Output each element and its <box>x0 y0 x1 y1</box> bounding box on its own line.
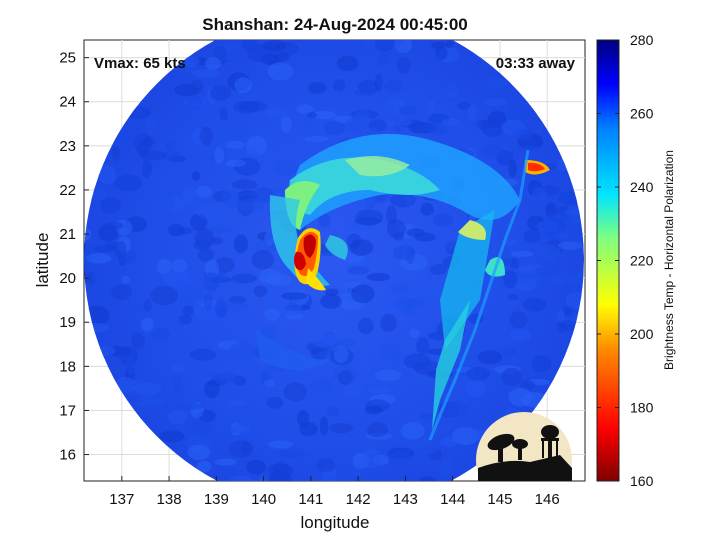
x-axis-label: longitude <box>300 513 369 532</box>
colorbar-tick-label: 180 <box>630 400 654 416</box>
x-tick-label: 141 <box>298 491 323 508</box>
logo-text: CIMSS <box>496 469 556 481</box>
colorbar-tick-label: 260 <box>630 106 654 122</box>
y-axis: 16 17 18 19 20 21 22 23 24 25 <box>59 50 89 464</box>
cimss-logo: CIMSS <box>476 412 572 481</box>
x-tick-label: 138 <box>157 491 182 508</box>
y-axis-label: latitude <box>33 233 52 288</box>
y-tick-label: 17 <box>59 402 76 419</box>
x-tick-label: 137 <box>109 491 134 508</box>
y-tick-label: 25 <box>59 50 76 67</box>
chart-title: Shanshan: 24-Aug-2024 00:45:00 <box>202 15 468 34</box>
colorbar-tick-label: 280 <box>630 32 654 48</box>
time-offset-label: 03:33 away <box>496 55 576 72</box>
y-tick-label: 16 <box>59 447 76 464</box>
colorbar-tick-label: 200 <box>630 326 654 342</box>
colorbar-tick-label: 240 <box>630 179 654 195</box>
vmax-label: Vmax: 65 kts <box>94 55 186 72</box>
colorbar-label: Brightness Temp - Horizontal Polarizatio… <box>662 150 676 370</box>
y-tick-label: 20 <box>59 270 76 287</box>
x-axis: 137 138 139 140 141 142 143 144 145 146 <box>109 476 560 508</box>
y-tick-label: 18 <box>59 358 76 375</box>
colorbar-tick-label: 220 <box>630 253 654 269</box>
colorbar-tick-label: 160 <box>630 473 654 489</box>
y-tick-label: 23 <box>59 138 76 155</box>
x-tick-label: 139 <box>204 491 229 508</box>
brightness-swath <box>84 40 584 481</box>
x-tick-label: 142 <box>346 491 371 508</box>
y-tick-label: 22 <box>59 182 76 199</box>
y-tick-label: 19 <box>59 314 76 331</box>
y-tick-label: 21 <box>59 226 76 243</box>
x-tick-label: 143 <box>393 491 418 508</box>
x-tick-label: 146 <box>535 491 560 508</box>
y-tick-label: 24 <box>59 94 76 111</box>
x-tick-label: 140 <box>251 491 276 508</box>
colorbar-ticks: 160 180 200 220 240 260 280 <box>597 32 654 489</box>
x-tick-label: 144 <box>440 491 465 508</box>
x-tick-label: 145 <box>487 491 512 508</box>
